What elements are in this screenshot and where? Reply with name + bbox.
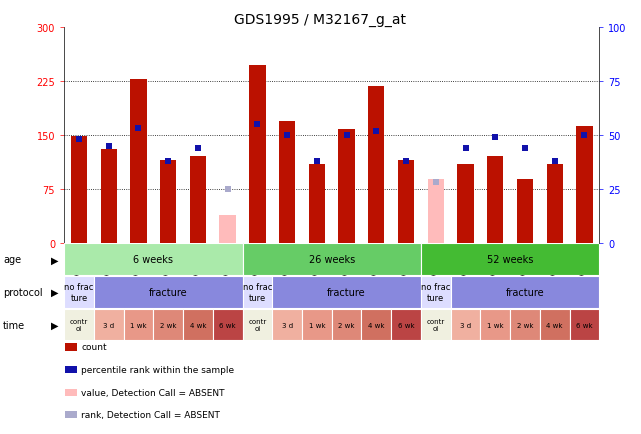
Bar xyxy=(153,309,183,341)
Text: no frac
ture: no frac ture xyxy=(243,283,272,302)
Text: no frac
ture: no frac ture xyxy=(64,283,94,302)
Text: 4 wk: 4 wk xyxy=(368,322,385,328)
Text: fracture: fracture xyxy=(149,287,187,297)
Bar xyxy=(576,126,593,243)
Text: 6 weeks: 6 weeks xyxy=(133,255,173,265)
Text: GDS1995 / M32167_g_at: GDS1995 / M32167_g_at xyxy=(235,13,406,27)
Text: protocol: protocol xyxy=(3,287,43,297)
Text: 1 wk: 1 wk xyxy=(308,322,325,328)
Text: 52 weeks: 52 weeks xyxy=(487,255,533,265)
Bar xyxy=(183,309,213,341)
Text: time: time xyxy=(3,320,26,330)
Bar xyxy=(570,309,599,341)
Bar xyxy=(130,80,147,243)
Bar xyxy=(272,309,302,341)
Text: contr
ol: contr ol xyxy=(248,319,267,331)
Text: contr
ol: contr ol xyxy=(70,319,88,331)
Bar xyxy=(124,309,153,341)
Bar xyxy=(302,309,332,341)
Text: ▶: ▶ xyxy=(51,255,58,265)
Bar xyxy=(517,180,533,243)
Text: percentile rank within the sample: percentile rank within the sample xyxy=(81,365,235,374)
Text: 2 wk: 2 wk xyxy=(517,322,533,328)
Bar xyxy=(160,161,176,243)
Text: 4 wk: 4 wk xyxy=(547,322,563,328)
Text: count: count xyxy=(81,343,107,352)
Bar xyxy=(64,276,94,308)
Bar xyxy=(480,309,510,341)
Bar xyxy=(219,216,236,243)
Text: 2 wk: 2 wk xyxy=(338,322,355,328)
Text: 6 wk: 6 wk xyxy=(398,322,414,328)
Bar xyxy=(279,121,296,243)
Bar xyxy=(64,244,242,276)
Bar xyxy=(242,309,272,341)
Bar xyxy=(391,309,421,341)
Bar xyxy=(428,180,444,243)
Bar xyxy=(71,137,87,243)
Bar xyxy=(64,309,94,341)
Text: 3 d: 3 d xyxy=(460,322,471,328)
Bar xyxy=(272,276,421,308)
Bar xyxy=(487,157,503,243)
Text: contr
ol: contr ol xyxy=(427,319,445,331)
Bar xyxy=(309,164,325,243)
Text: value, Detection Call = ABSENT: value, Detection Call = ABSENT xyxy=(81,388,225,397)
Text: ▶: ▶ xyxy=(51,287,58,297)
Text: 1 wk: 1 wk xyxy=(487,322,504,328)
Text: 3 d: 3 d xyxy=(103,322,114,328)
Bar xyxy=(242,276,272,308)
Text: 2 wk: 2 wk xyxy=(160,322,176,328)
Bar xyxy=(540,309,570,341)
Bar xyxy=(451,276,599,308)
Bar xyxy=(398,161,414,243)
Bar xyxy=(421,244,599,276)
Bar xyxy=(242,244,421,276)
Bar xyxy=(421,309,451,341)
Bar xyxy=(457,164,474,243)
Text: 6 wk: 6 wk xyxy=(219,322,236,328)
Text: fracture: fracture xyxy=(506,287,544,297)
Text: fracture: fracture xyxy=(328,287,366,297)
Text: 26 weeks: 26 weeks xyxy=(308,255,355,265)
Bar xyxy=(451,309,480,341)
Text: 6 wk: 6 wk xyxy=(576,322,593,328)
Bar xyxy=(94,276,242,308)
Text: age: age xyxy=(3,255,21,265)
Bar xyxy=(332,309,362,341)
Text: 1 wk: 1 wk xyxy=(130,322,147,328)
Bar xyxy=(547,164,563,243)
Bar xyxy=(94,309,124,341)
Text: rank, Detection Call = ABSENT: rank, Detection Call = ABSENT xyxy=(81,411,221,419)
Bar xyxy=(421,276,451,308)
Text: ▶: ▶ xyxy=(51,320,58,330)
Text: no frac
ture: no frac ture xyxy=(421,283,451,302)
Bar xyxy=(362,309,391,341)
Bar xyxy=(249,66,265,243)
Text: 3 d: 3 d xyxy=(281,322,293,328)
Bar xyxy=(101,150,117,243)
Bar xyxy=(338,130,354,243)
Bar xyxy=(213,309,242,341)
Text: 4 wk: 4 wk xyxy=(190,322,206,328)
Bar xyxy=(190,157,206,243)
Bar xyxy=(368,87,385,243)
Bar xyxy=(510,309,540,341)
